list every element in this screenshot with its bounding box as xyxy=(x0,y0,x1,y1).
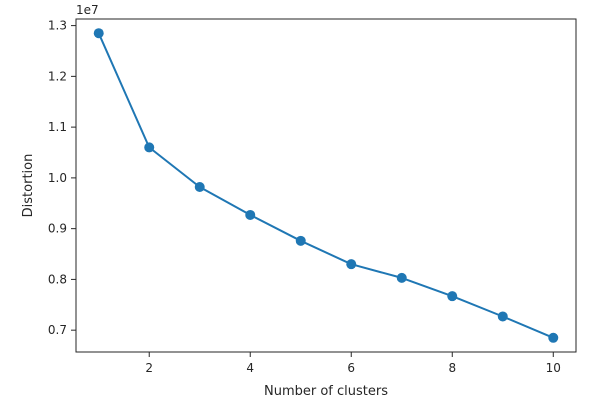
x-tick-label: 6 xyxy=(347,361,355,375)
x-axis-label: Number of clusters xyxy=(264,384,388,399)
plot-area xyxy=(75,18,577,353)
y-axis-label: Distortion xyxy=(21,154,36,218)
y-tick-label: 1.3 xyxy=(48,19,67,33)
series-layer xyxy=(93,28,559,343)
data-point xyxy=(447,291,458,302)
y-tick-label: 0.7 xyxy=(48,323,67,337)
y-tick-label: 1.1 xyxy=(48,120,67,134)
y-tick-label: 0.9 xyxy=(48,222,67,236)
data-point xyxy=(194,182,205,193)
data-point xyxy=(346,259,357,270)
data-point xyxy=(93,28,104,39)
data-point xyxy=(548,332,559,343)
data-point xyxy=(295,235,306,246)
x-tick-label: 10 xyxy=(546,361,561,375)
x-tick-label: 4 xyxy=(246,361,254,375)
x-tick-label: 8 xyxy=(448,361,456,375)
series-line xyxy=(97,32,554,339)
data-point xyxy=(144,142,155,153)
y-tick-label: 1.2 xyxy=(48,69,67,83)
data-point xyxy=(497,311,508,322)
y-tick-label: 0.8 xyxy=(48,272,67,286)
y-tick-label: 1.0 xyxy=(48,171,67,185)
x-tick-label: 2 xyxy=(145,361,153,375)
data-point xyxy=(396,272,407,283)
y-axis-ticks: 0.7 0.8 0.9 1.0 1.1 1.2 1.3 xyxy=(48,19,76,337)
y-offset-label: 1e7 xyxy=(76,3,99,17)
x-axis-ticks: 2 4 6 8 10 xyxy=(145,352,561,375)
data-point xyxy=(245,209,256,220)
